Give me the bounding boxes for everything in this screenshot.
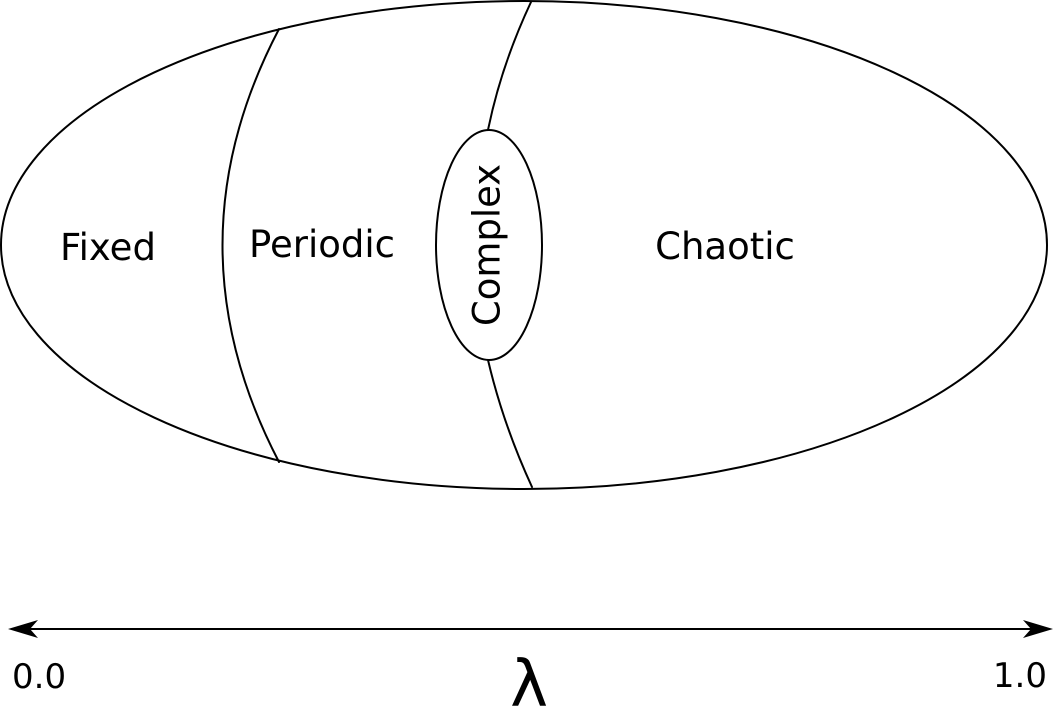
outer-ellipse bbox=[0, 0, 1048, 490]
region-label-fixed: Fixed bbox=[60, 226, 156, 269]
axis-max-label: 1.0 bbox=[993, 656, 1047, 696]
axis-arrowhead-left bbox=[8, 620, 38, 638]
periodic-chaotic-boundary-upper bbox=[487, 1, 532, 131]
region-label-periodic: Periodic bbox=[249, 223, 395, 266]
axis-min-label: 0.0 bbox=[12, 657, 66, 697]
fixed-periodic-boundary bbox=[221, 28, 280, 463]
periodic-chaotic-boundary-lower bbox=[487, 359, 533, 488]
region-label-chaotic: Chaotic bbox=[655, 225, 795, 268]
complex-ellipse bbox=[435, 129, 543, 361]
axis-arrowhead-right bbox=[1023, 620, 1053, 638]
axis-variable-label: λ bbox=[510, 648, 548, 710]
region-label-complex: Complex bbox=[466, 164, 509, 326]
